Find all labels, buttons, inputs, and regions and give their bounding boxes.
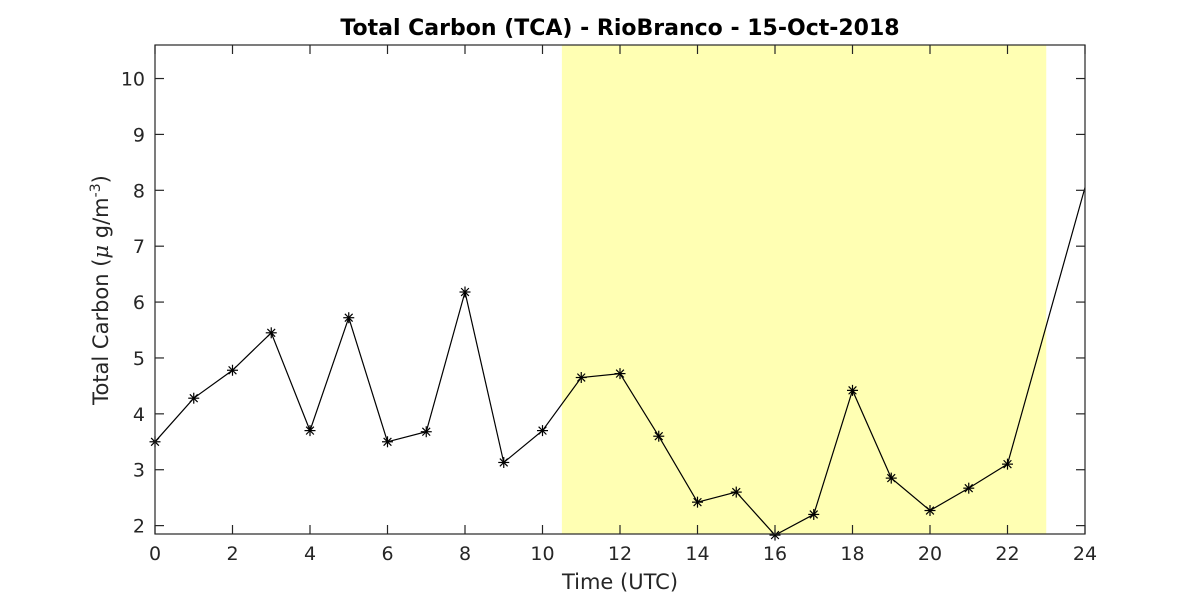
y-tick-label: 3 bbox=[133, 460, 145, 482]
x-tick-label: 0 bbox=[149, 543, 161, 565]
x-tick-label: 4 bbox=[304, 543, 316, 565]
x-axis-label: Time (UTC) bbox=[561, 570, 678, 594]
x-tick-label: 12 bbox=[608, 543, 632, 565]
y-tick-label: 10 bbox=[121, 69, 145, 91]
y-tick-label: 2 bbox=[133, 516, 145, 538]
y-tick-label: 8 bbox=[133, 180, 145, 202]
data-point bbox=[382, 436, 393, 448]
x-tick-label: 20 bbox=[918, 543, 942, 565]
y-axis-label: Total Carbon (μ g/m-3) bbox=[88, 175, 113, 406]
data-point bbox=[730, 486, 742, 498]
highlight-band bbox=[561, 45, 1047, 534]
data-point bbox=[265, 327, 277, 339]
data-point bbox=[498, 456, 510, 468]
series-line bbox=[154, 187, 1086, 536]
data-point bbox=[343, 312, 355, 324]
data-point bbox=[885, 472, 897, 484]
y-tick-label: 6 bbox=[133, 292, 145, 314]
x-tick-label: 8 bbox=[459, 543, 471, 565]
data-point bbox=[188, 392, 200, 404]
data-point bbox=[1002, 458, 1013, 470]
y-tick-label: 4 bbox=[133, 404, 145, 426]
x-tick-label: 6 bbox=[381, 543, 393, 565]
data-point bbox=[924, 505, 936, 517]
data-point bbox=[963, 482, 975, 494]
x-tick-label: 16 bbox=[763, 543, 787, 565]
data-point bbox=[808, 508, 820, 520]
x-tick-label: 18 bbox=[840, 543, 864, 565]
data-point bbox=[227, 364, 238, 376]
y-tick-label: 5 bbox=[133, 348, 145, 370]
x-tick-label: 2 bbox=[226, 543, 238, 565]
data-point bbox=[653, 430, 665, 442]
chart-title: Total Carbon (TCA) - RioBranco - 15-Oct-… bbox=[340, 16, 899, 41]
x-tick-label: 14 bbox=[685, 543, 709, 565]
x-tick-label: 24 bbox=[1073, 543, 1097, 565]
data-point bbox=[459, 286, 471, 298]
y-tick-label: 9 bbox=[133, 124, 145, 146]
x-tick-label: 22 bbox=[995, 543, 1019, 565]
data-point bbox=[847, 384, 858, 396]
x-tick-label: 10 bbox=[530, 543, 554, 565]
data-point bbox=[614, 368, 626, 380]
data-point bbox=[692, 496, 703, 508]
data-point bbox=[304, 425, 316, 437]
data-point bbox=[575, 372, 587, 384]
y-tick-label: 7 bbox=[133, 236, 145, 258]
data-point bbox=[537, 425, 548, 437]
data-point bbox=[420, 426, 432, 438]
